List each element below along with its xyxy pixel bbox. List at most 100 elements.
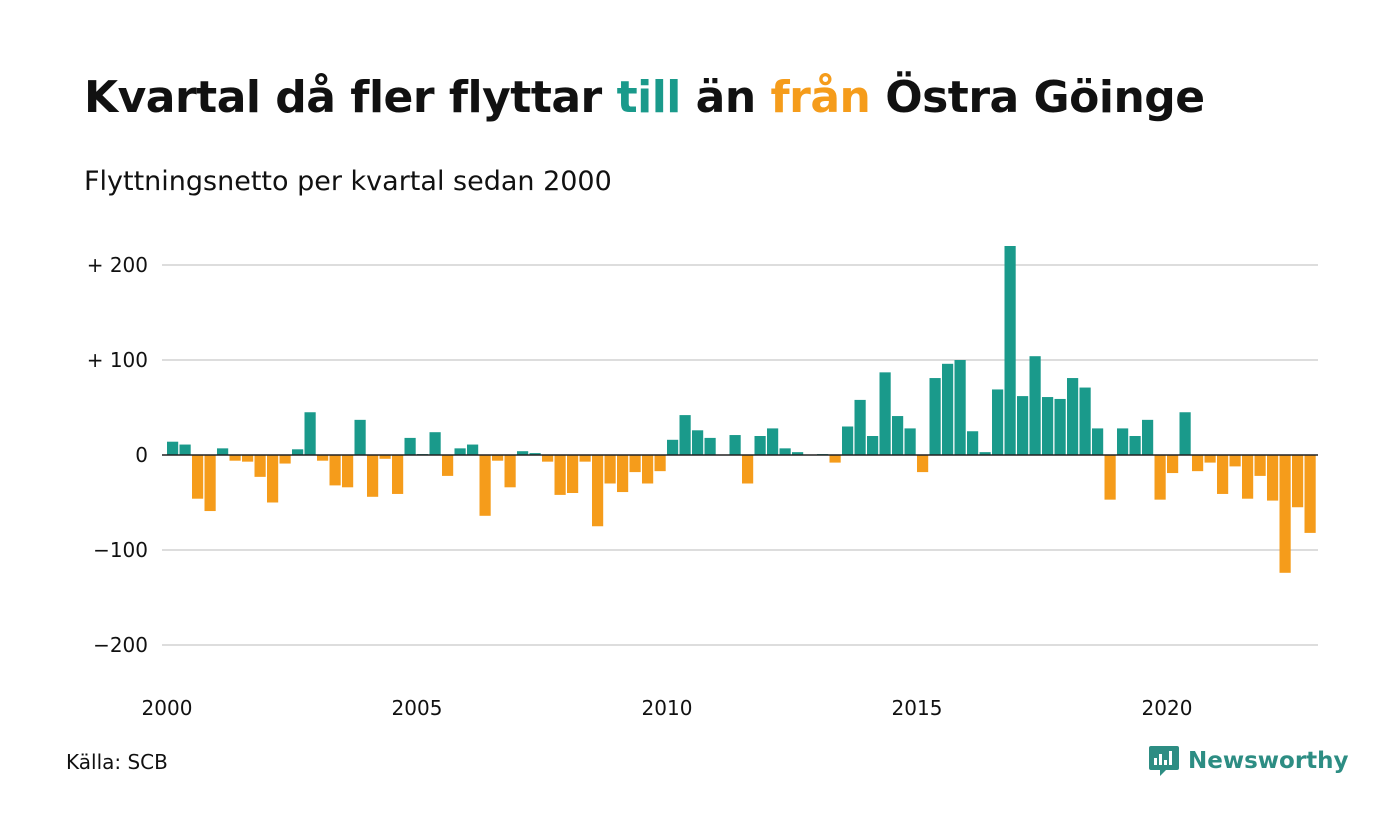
bar bbox=[879, 372, 891, 455]
bar bbox=[954, 360, 966, 455]
bar bbox=[229, 455, 241, 461]
bar bbox=[729, 435, 741, 455]
bar bbox=[992, 389, 1004, 455]
bar bbox=[904, 428, 916, 455]
bar bbox=[317, 455, 329, 461]
bar bbox=[267, 455, 279, 503]
bar bbox=[292, 449, 304, 455]
bar bbox=[1004, 246, 1016, 455]
bar bbox=[654, 455, 666, 472]
bar bbox=[929, 378, 941, 455]
bar bbox=[354, 419, 366, 455]
bar bbox=[829, 455, 841, 463]
bar bbox=[367, 455, 379, 497]
bar bbox=[1154, 455, 1166, 500]
source-label: Källa: SCB bbox=[66, 750, 168, 774]
brand-name: Newsworthy bbox=[1188, 748, 1349, 774]
chart-title: Kvartal då fler flyttar till än från Öst… bbox=[84, 72, 1205, 123]
bar bbox=[754, 436, 766, 455]
bar bbox=[504, 455, 516, 488]
bar bbox=[304, 412, 316, 455]
bar bbox=[692, 430, 704, 455]
bar bbox=[617, 455, 629, 493]
title-part-3: Östra Göinge bbox=[870, 72, 1205, 123]
bar bbox=[542, 455, 554, 462]
y-tick-label: + 100 bbox=[87, 348, 148, 372]
bar bbox=[579, 455, 591, 462]
bar bbox=[867, 436, 879, 455]
bar bbox=[479, 455, 491, 516]
y-tick-label: 0 bbox=[135, 443, 148, 467]
bar bbox=[1029, 356, 1041, 455]
x-tick-label: 2000 bbox=[142, 696, 193, 720]
bar-chart: + 200 + 100 0 −100 −200 2000 2005 2010 2015 2020 bbox=[87, 246, 1318, 720]
bar bbox=[667, 439, 679, 455]
bar bbox=[342, 455, 354, 488]
bar bbox=[679, 415, 691, 455]
bar bbox=[279, 455, 291, 464]
x-tick-label: 2020 bbox=[1142, 696, 1193, 720]
bar bbox=[404, 437, 416, 455]
bar bbox=[1054, 398, 1066, 455]
bar bbox=[642, 455, 654, 484]
bar bbox=[1192, 455, 1204, 472]
bar bbox=[892, 416, 904, 455]
bar bbox=[1242, 455, 1254, 499]
bar bbox=[1142, 419, 1154, 455]
bar bbox=[204, 455, 216, 512]
bar bbox=[1304, 455, 1316, 533]
bar bbox=[192, 455, 204, 499]
bar bbox=[554, 455, 566, 495]
bar bbox=[967, 431, 979, 455]
bar bbox=[742, 455, 754, 484]
bar bbox=[242, 455, 254, 462]
brand-logo: Newsworthy bbox=[1148, 744, 1349, 778]
bar bbox=[767, 428, 779, 455]
bar bbox=[1079, 387, 1091, 455]
bar bbox=[442, 455, 454, 476]
bar bbox=[1117, 428, 1129, 455]
title-part-1: Kvartal då fler flyttar bbox=[84, 72, 617, 123]
bar bbox=[629, 455, 641, 473]
bar bbox=[567, 455, 579, 493]
bar bbox=[1229, 455, 1241, 467]
bar bbox=[1254, 455, 1266, 476]
bar bbox=[1292, 455, 1304, 508]
bar bbox=[1104, 455, 1116, 500]
bar bbox=[1217, 455, 1229, 494]
bar bbox=[1017, 396, 1029, 455]
bar bbox=[454, 448, 466, 455]
x-tick-label: 2010 bbox=[642, 696, 693, 720]
bar bbox=[429, 432, 441, 455]
x-tick-label: 2015 bbox=[892, 696, 943, 720]
bar bbox=[604, 455, 616, 484]
bar bbox=[1204, 455, 1216, 463]
bar bbox=[179, 444, 191, 455]
bar bbox=[379, 455, 391, 459]
bar bbox=[492, 455, 504, 461]
bar bbox=[1179, 412, 1191, 455]
bar bbox=[1092, 428, 1104, 455]
title-word-fran: från bbox=[770, 72, 871, 123]
bar bbox=[1167, 455, 1179, 474]
bar bbox=[254, 455, 266, 477]
y-tick-label: + 200 bbox=[87, 253, 148, 277]
bar bbox=[1042, 397, 1054, 455]
bar bbox=[842, 426, 854, 455]
bar bbox=[217, 448, 229, 455]
bar bbox=[1279, 455, 1291, 573]
title-part-2: än bbox=[680, 72, 771, 123]
bar bbox=[1267, 455, 1279, 501]
newsworthy-logo-icon bbox=[1149, 746, 1179, 776]
bar bbox=[1067, 378, 1079, 455]
bar bbox=[779, 448, 791, 455]
y-tick-label: −200 bbox=[93, 633, 148, 657]
x-tick-label: 2005 bbox=[392, 696, 443, 720]
bar bbox=[1129, 436, 1141, 455]
bar bbox=[467, 444, 479, 455]
bar bbox=[979, 452, 991, 455]
bar bbox=[592, 455, 604, 527]
bar bbox=[704, 437, 716, 455]
bar bbox=[329, 455, 341, 486]
bar bbox=[529, 453, 541, 455]
